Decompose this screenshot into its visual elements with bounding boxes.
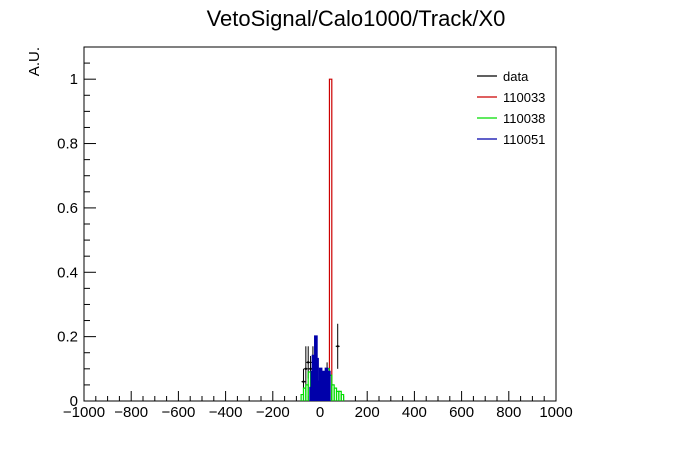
x-tick-label: −400 <box>209 404 243 421</box>
plot-frame <box>83 46 557 402</box>
data-point <box>304 367 308 371</box>
data-point <box>302 380 305 383</box>
x-tick-label: −1000 <box>63 404 105 421</box>
legend-label-110038: 110038 <box>503 111 545 126</box>
x-tick-label: −200 <box>256 404 290 421</box>
histogram-bin-110033 <box>328 78 333 401</box>
data-point <box>336 345 339 348</box>
y-tick-label: 0.6 <box>57 200 78 217</box>
legend-label-110051: 110051 <box>503 132 545 147</box>
legend-label-110033: 110033 <box>503 90 545 105</box>
x-tick-label: 0 <box>316 404 324 421</box>
x-tick-label: 200 <box>355 404 380 421</box>
x-tick-label: 800 <box>496 404 521 421</box>
histogram-bin-110038 <box>340 393 345 401</box>
x-tick-label: −800 <box>114 404 148 421</box>
legend-label-data: data <box>503 69 529 84</box>
y-tick-label: 1 <box>70 71 78 88</box>
chart-title: VetoSignal/Calo1000/Track/X0 <box>207 6 506 31</box>
y-tick-label: 0.2 <box>57 329 78 346</box>
x-tick-label: 600 <box>449 404 474 421</box>
x-tick-label: 400 <box>402 404 427 421</box>
data-point <box>307 361 310 364</box>
x-tick-label: 1000 <box>539 404 572 421</box>
plot-marks <box>300 78 345 401</box>
y-tick-label: 0 <box>70 393 78 410</box>
histogram-bin-110051 <box>315 357 319 401</box>
y-tick-label: 0.8 <box>57 136 78 153</box>
x-tick-label: −600 <box>162 404 196 421</box>
data-point <box>309 367 312 371</box>
y-tick-label: 0.4 <box>57 264 78 281</box>
legend: data 110033 110038 110051 <box>477 69 545 147</box>
y-axis-label: A.U. <box>26 47 43 76</box>
histogram-bin-110051 <box>327 370 331 401</box>
